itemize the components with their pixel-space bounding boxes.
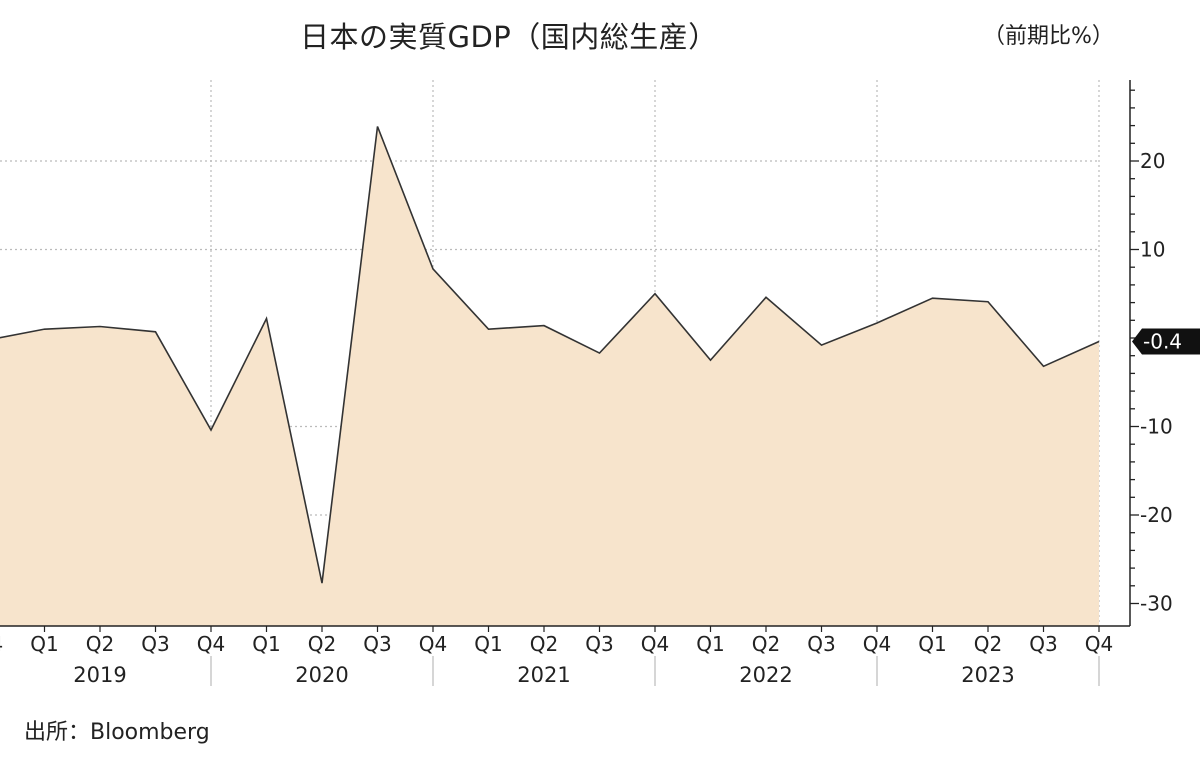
x-quarter-label: Q4 <box>197 632 225 656</box>
x-quarter-label: Q1 <box>474 632 502 656</box>
x-year-label: 2021 <box>517 663 570 687</box>
y-tick-label: 20 <box>1140 149 1165 173</box>
axis-layer <box>0 80 1139 686</box>
x-quarter-label: Q3 <box>363 632 391 656</box>
x-quarter-label: Q3 <box>807 632 835 656</box>
x-quarter-label: Q2 <box>752 632 780 656</box>
x-year-label: 2023 <box>961 663 1014 687</box>
x-quarter-label: Q1 <box>918 632 946 656</box>
x-year-label: 2022 <box>739 663 792 687</box>
x-year-label: 2019 <box>73 663 126 687</box>
x-quarter-label: Q1 <box>696 632 724 656</box>
last-value-badge <box>1132 328 1200 355</box>
unit-note: （前期比%） <box>983 24 1114 49</box>
x-quarter-label: Q4 <box>0 632 3 656</box>
x-quarter-label: Q1 <box>252 632 280 656</box>
x-quarter-label: Q4 <box>863 632 891 656</box>
chart-title: 日本の実質GDP（国内総生産） <box>300 20 718 54</box>
y-tick-label: -10 <box>1140 415 1173 439</box>
area-fill <box>0 126 1099 626</box>
source-note: 出所：Bloomberg <box>24 720 210 745</box>
x-quarter-label: Q3 <box>1029 632 1057 656</box>
x-quarter-label: Q3 <box>141 632 169 656</box>
x-quarter-label: Q4 <box>419 632 447 656</box>
x-quarter-label: Q4 <box>641 632 669 656</box>
x-year-label: 2020 <box>295 663 348 687</box>
x-quarter-label: Q2 <box>308 632 336 656</box>
x-quarter-label: Q1 <box>30 632 58 656</box>
x-quarter-label: Q4 <box>1085 632 1113 656</box>
gdp-area-chart: 20 10 -10 -20 -30 Q4 Q1 Q2 Q3 Q4 Q1 Q2 Q3 Q4 Q1 Q2 Q3 Q4 Q… <box>0 80 1200 687</box>
x-quarter-label: Q2 <box>86 632 114 656</box>
x-quarter-label: Q2 <box>974 632 1002 656</box>
x-quarter-label: Q2 <box>530 632 558 656</box>
area-layer <box>0 126 1100 626</box>
label-layer: 20 10 -10 -20 -30 Q4 Q1 Q2 Q3 Q4 Q1 Q2 Q3 Q4 Q1 Q2 Q3 Q4 Q… <box>0 149 1200 687</box>
last-value-label: -0.4 <box>1143 330 1182 354</box>
y-tick-label: -30 <box>1140 592 1173 616</box>
y-tick-label: -20 <box>1140 503 1173 527</box>
y-tick-label: 10 <box>1140 238 1165 262</box>
x-quarter-label: Q3 <box>585 632 613 656</box>
